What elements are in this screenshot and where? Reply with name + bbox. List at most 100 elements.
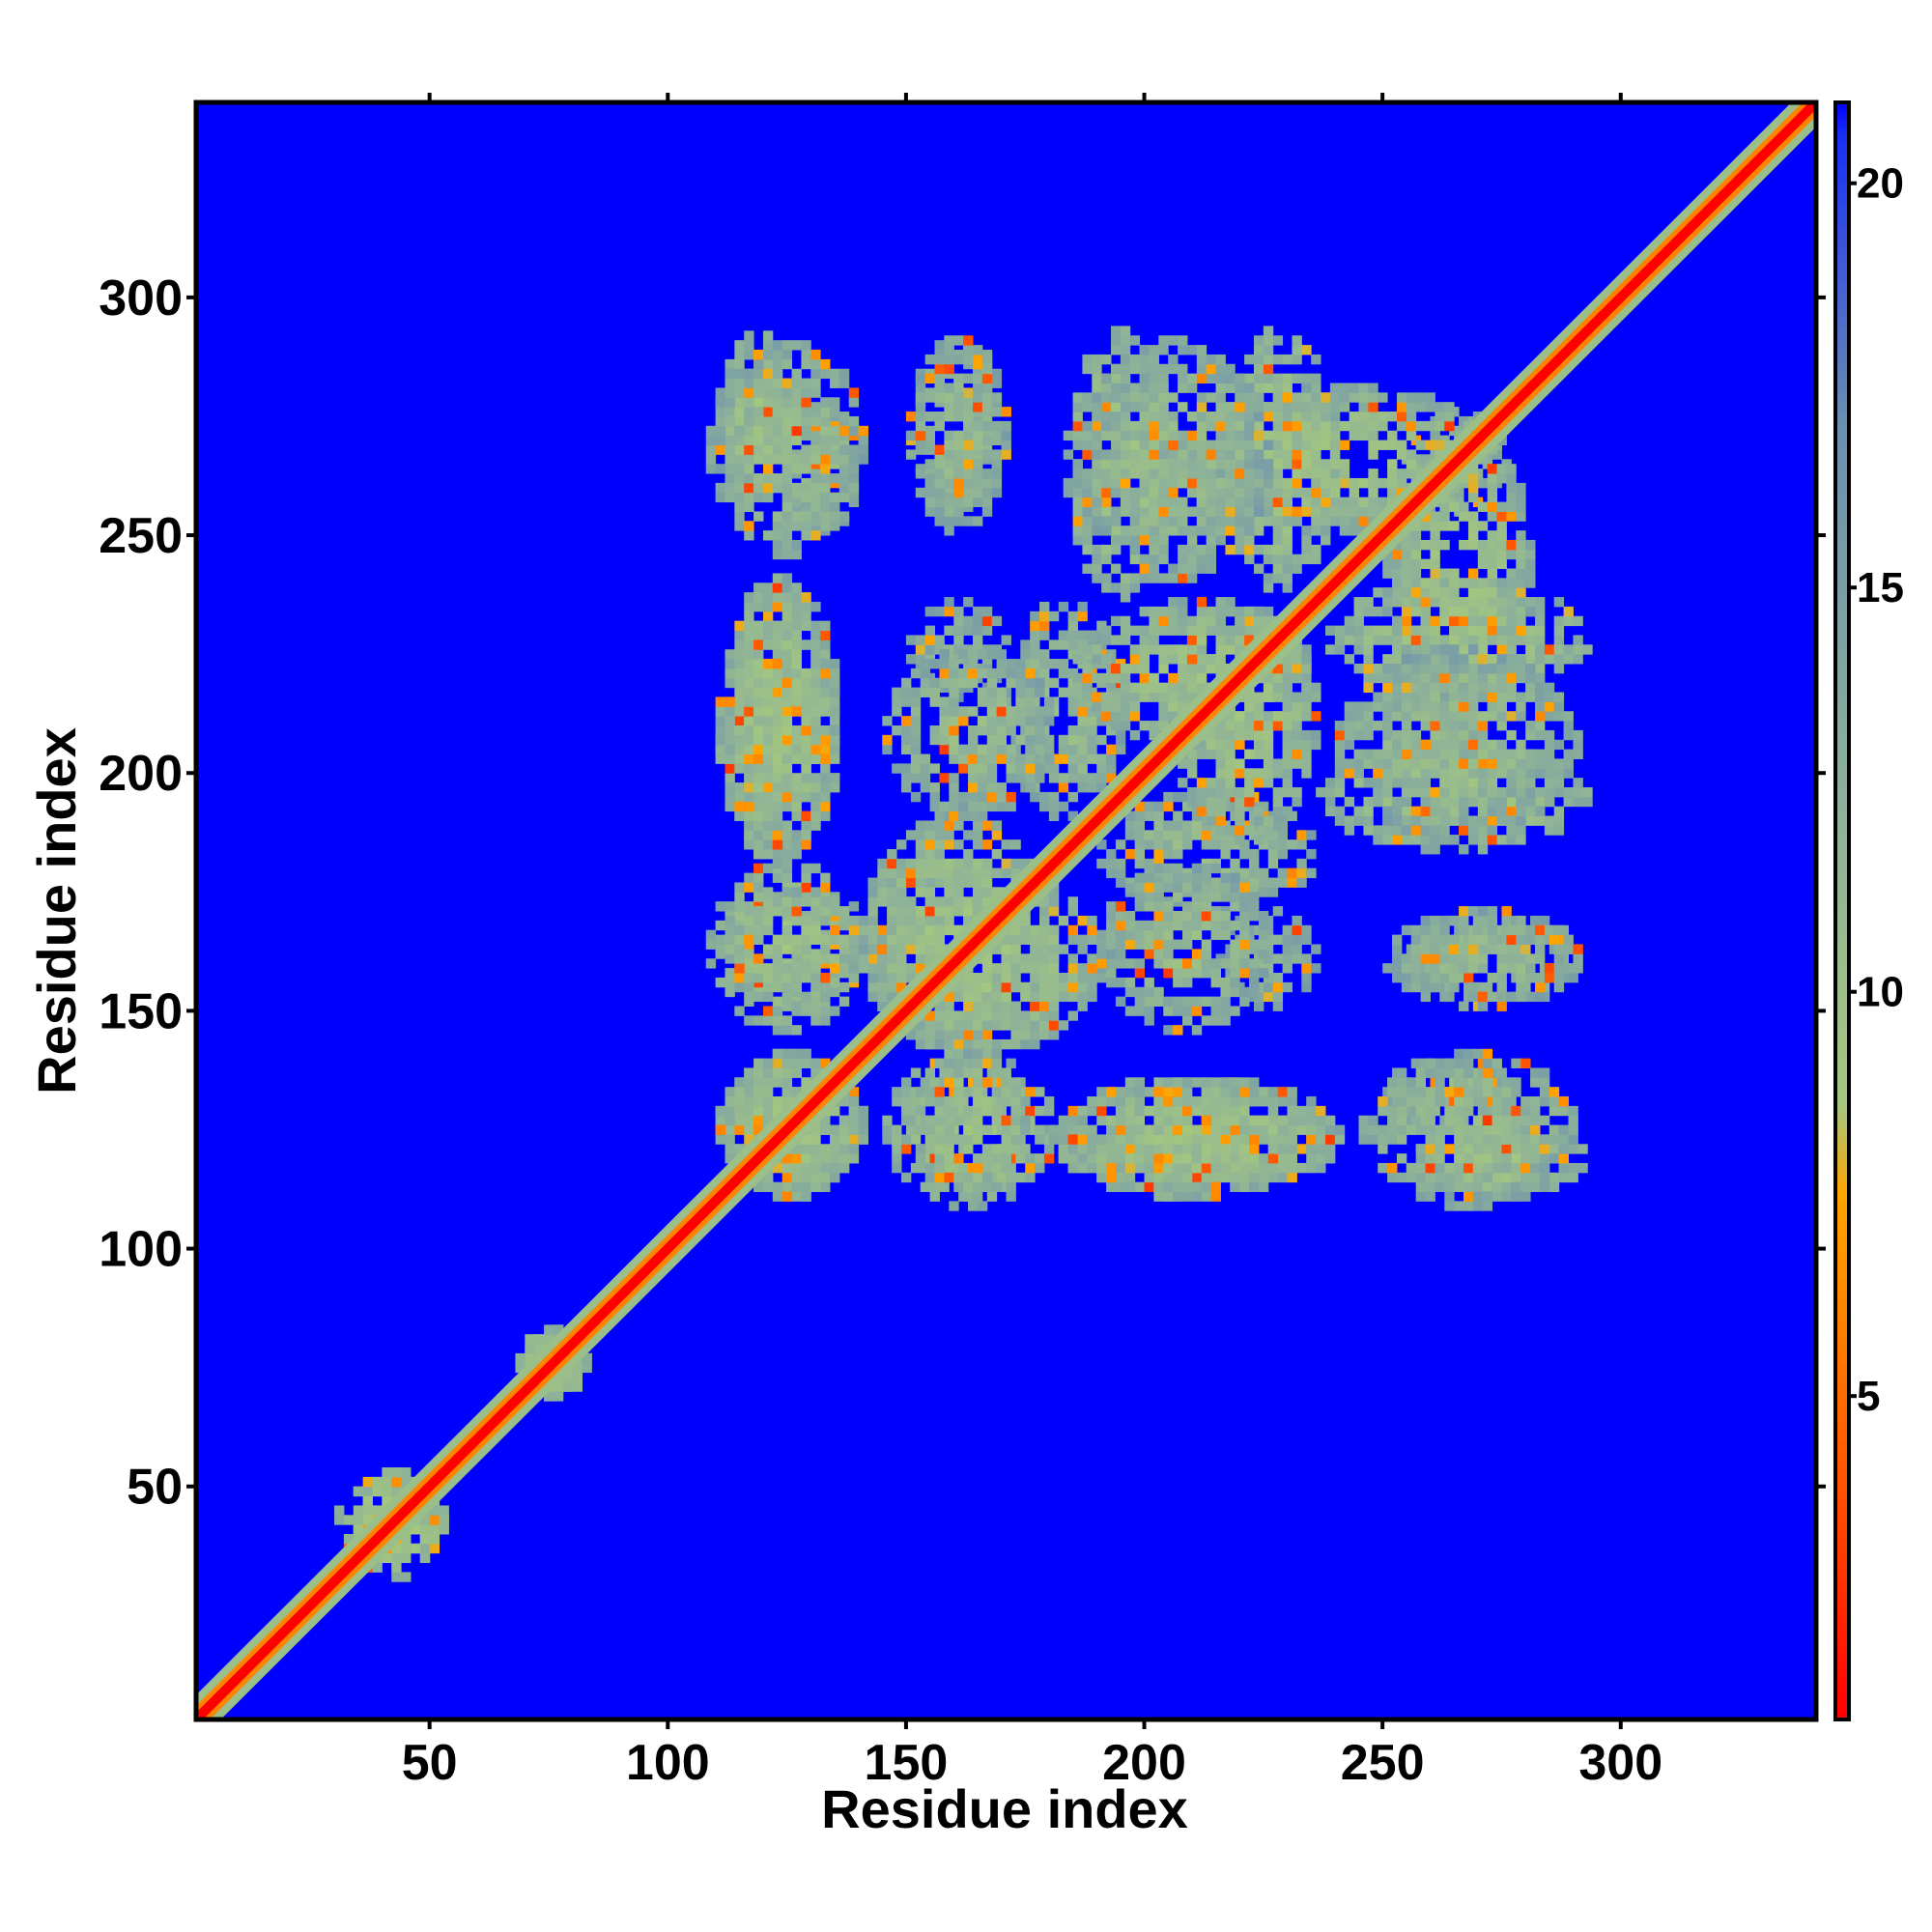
heatmap-cell [1196, 440, 1208, 450]
heatmap-cell [1425, 402, 1435, 412]
heatmap-cell [1496, 578, 1507, 588]
heatmap-cell [1215, 469, 1226, 479]
heatmap-cell [1282, 701, 1293, 712]
heatmap-cell [1048, 611, 1060, 622]
heatmap-cell [1487, 682, 1498, 694]
heatmap-cell [953, 991, 964, 1003]
heatmap-cell [986, 801, 998, 812]
heatmap-cell [1272, 544, 1284, 555]
heatmap-cell [1292, 563, 1302, 574]
heatmap-cell [1467, 796, 1479, 808]
heatmap-cell [915, 830, 926, 840]
heatmap-cell [1063, 449, 1074, 460]
heatmap-cell [1067, 953, 1078, 964]
heatmap-cell [1382, 597, 1393, 608]
heatmap-cell [963, 991, 974, 1003]
heatmap-cell [1467, 587, 1479, 598]
heatmap-cell [1467, 663, 1479, 674]
heatmap-cell [1096, 858, 1107, 869]
heatmap-cell [910, 773, 922, 783]
heatmap-cell [867, 924, 878, 936]
heatmap-cell [1392, 692, 1403, 702]
heatmap-cell [924, 877, 936, 888]
heatmap-cell [1544, 682, 1555, 694]
heatmap-cell [1506, 768, 1517, 779]
heatmap-cell [1344, 796, 1355, 808]
heatmap-cell [1349, 526, 1359, 536]
heatmap-cell [1520, 1172, 1531, 1183]
heatmap-cell [1321, 535, 1331, 546]
heatmap-cell [1353, 711, 1364, 722]
heatmap-cell [1516, 625, 1526, 636]
heatmap-cell [1191, 1006, 1203, 1016]
heatmap-cell [1181, 911, 1193, 922]
heatmap-cell [1186, 477, 1198, 489]
heatmap-cell [1501, 1181, 1512, 1192]
heatmap-cell [1111, 663, 1122, 674]
heatmap-cell [1492, 1144, 1502, 1154]
heatmap-cell [1244, 786, 1255, 798]
heatmap-cell [1196, 786, 1208, 798]
heatmap-cell [1487, 568, 1498, 579]
heatmap-cell [1353, 815, 1364, 826]
heatmap-cell [1410, 815, 1422, 826]
heatmap-cell [1149, 635, 1159, 645]
heatmap-cell [781, 848, 793, 860]
heatmap-cell [1067, 734, 1078, 746]
heatmap-cell [1087, 973, 1097, 983]
heatmap-cell [1087, 744, 1097, 755]
heatmap-cell [1067, 763, 1078, 774]
heatmap-cell [1292, 440, 1302, 450]
heatmap-cell [905, 858, 917, 869]
heatmap-cell [1301, 758, 1312, 769]
heatmap-cell [1553, 635, 1565, 645]
heatmap-cell [1477, 711, 1489, 722]
heatmap-cell [1435, 420, 1445, 432]
heatmap-cell [1043, 744, 1055, 755]
heatmap-cell [1301, 440, 1312, 450]
heatmap-cell [1220, 848, 1231, 860]
heatmap-cell [753, 397, 764, 408]
heatmap-cell [887, 915, 897, 926]
heatmap-cell [1030, 981, 1040, 993]
heatmap-cell [1025, 744, 1036, 755]
heatmap-cell [1439, 501, 1450, 512]
heatmap-cell [981, 858, 993, 869]
heatmap-cell [1048, 906, 1060, 917]
heatmap-cell [1191, 1025, 1203, 1036]
heatmap-cell [972, 858, 983, 869]
heatmap-cell [1467, 492, 1479, 503]
heatmap-cell [1511, 1153, 1521, 1164]
heatmap-cell [1373, 835, 1383, 845]
heatmap-cell [1120, 477, 1131, 489]
heatmap-cell [1358, 516, 1369, 526]
heatmap-cell [1048, 1020, 1060, 1031]
heatmap-cell [1168, 692, 1179, 702]
heatmap-cell [1401, 549, 1412, 560]
heatmap-cell [1420, 578, 1431, 588]
heatmap-cell [830, 696, 840, 707]
heatmap-cell [1048, 677, 1060, 689]
heatmap-cell [1001, 934, 1011, 945]
heatmap-cell [1015, 1153, 1026, 1164]
heatmap-cell [1401, 778, 1412, 788]
heatmap-cell [1077, 716, 1088, 726]
heatmap-cell [1329, 477, 1341, 489]
heatmap-cell [996, 801, 1007, 812]
heatmap-cell [1467, 739, 1479, 751]
heatmap-cell [934, 635, 945, 645]
heatmap-cell [1467, 568, 1479, 579]
heatmap-cell [924, 906, 936, 917]
heatmap-cell [1106, 939, 1117, 950]
heatmap-cell [1392, 701, 1403, 712]
heatmap-cell [1025, 1172, 1036, 1183]
heatmap-cell [1115, 901, 1126, 912]
heatmap-cell [1186, 796, 1198, 808]
heatmap-cell [1459, 815, 1469, 826]
heatmap-cell [1439, 606, 1450, 617]
heatmap-cell [1163, 958, 1174, 969]
heatmap-cell [1144, 1087, 1154, 1097]
heatmap-cell [1392, 568, 1403, 579]
heatmap-cell [1225, 449, 1236, 460]
heatmap-cell [1158, 692, 1169, 702]
